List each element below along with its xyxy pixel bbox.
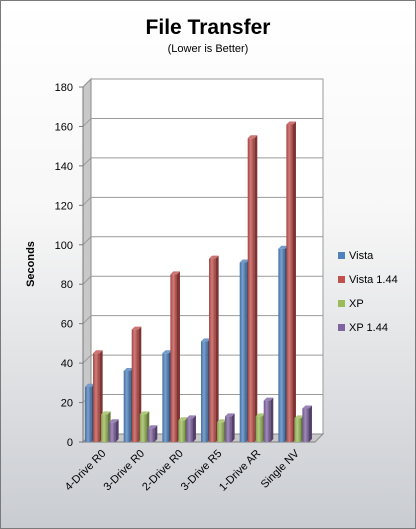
gridline-side <box>82 354 92 364</box>
bar-xp-3 <box>217 422 224 442</box>
bar-top <box>278 245 288 249</box>
bar-side <box>115 419 119 442</box>
bar-xp-1-44-0 <box>109 422 116 442</box>
y-tick-label: 40 <box>61 358 73 370</box>
bar-vista-2 <box>162 353 169 442</box>
x-tick-label: Single NV <box>259 447 303 491</box>
bar-vista-1-44-1 <box>131 329 139 442</box>
x-tick-label: 4-Drive R0 <box>63 448 109 494</box>
bar-top <box>255 413 266 417</box>
gridline-side <box>82 157 92 167</box>
bar-top <box>247 135 258 139</box>
bar-top <box>186 415 196 419</box>
gridline-side <box>82 315 92 325</box>
legend-label: XP <box>349 298 364 310</box>
gridline-side <box>82 236 92 246</box>
bar-side <box>231 413 235 442</box>
bar-xp-1-44-5 <box>302 408 309 442</box>
bar-top <box>217 419 227 423</box>
bar-xp-1-44-4 <box>263 400 271 442</box>
bar-top <box>101 411 111 415</box>
bar-xp-0 <box>101 414 108 442</box>
bar-top <box>302 405 312 409</box>
bar-top <box>147 425 158 429</box>
bar-top <box>85 383 95 387</box>
y-tick-label: 0 <box>67 437 73 449</box>
bar-side <box>176 271 180 442</box>
bar-top <box>170 271 180 275</box>
bar-xp-1-44-1 <box>147 428 155 442</box>
y-tick-label: 80 <box>61 279 73 291</box>
legend-label: Vista <box>349 250 374 262</box>
bar-vista-4 <box>239 262 247 442</box>
y-tick-label: 160 <box>55 121 73 133</box>
bar-xp-2 <box>178 420 185 442</box>
bar-top <box>109 419 119 423</box>
y-tick-label: 60 <box>61 319 73 331</box>
bar-top <box>294 415 304 419</box>
chart-title: File Transfer <box>146 16 271 39</box>
bar-xp-1-44-3 <box>225 416 232 442</box>
x-tick-label: 2-Drive R0 <box>140 448 186 494</box>
gridline-side <box>82 275 92 285</box>
bar-side <box>270 397 274 442</box>
bar-top <box>178 417 188 421</box>
bar-vista-1-44-4 <box>247 138 255 442</box>
bar-side <box>138 326 142 442</box>
legend-label: XP 1.44 <box>349 322 388 334</box>
bar-side <box>154 425 158 442</box>
bar-xp-4 <box>255 416 263 442</box>
bar-side <box>292 121 296 442</box>
gridline-side <box>82 196 92 206</box>
bar-top <box>263 397 274 401</box>
legend-swatch <box>338 300 345 307</box>
bar-top <box>131 326 142 330</box>
bar-xp-1 <box>139 414 147 442</box>
y-tick-label: 20 <box>61 398 73 410</box>
bar-vista-1-44-3 <box>209 258 216 442</box>
bar-xp-5 <box>294 418 301 442</box>
bar-top <box>239 259 250 263</box>
legend-swatch <box>338 324 345 331</box>
bar-top <box>286 121 296 125</box>
bar-vista-5 <box>278 248 285 442</box>
bar-top <box>123 368 134 371</box>
gridline-side <box>82 118 92 127</box>
bar-top <box>225 413 235 417</box>
y-tick-label: 100 <box>55 240 73 252</box>
bar-vista-1-44-5 <box>286 124 293 442</box>
y-tick-label: 120 <box>55 200 73 212</box>
y-tick-label: 180 <box>55 82 73 94</box>
bar-top <box>139 411 150 415</box>
bar-side <box>215 255 219 442</box>
bar-top <box>209 255 219 259</box>
legend-label: Vista 1.44 <box>349 274 398 286</box>
y-axis-label: Seconds <box>25 241 37 287</box>
bar-xp-1-44-2 <box>186 418 193 442</box>
chart-subtitle: (Lower is Better) <box>168 43 249 55</box>
bar-side <box>254 135 258 442</box>
bar-top <box>201 338 211 342</box>
bar-vista-1 <box>123 371 131 442</box>
legend-swatch <box>338 276 345 283</box>
gridline-side <box>82 78 92 88</box>
x-tick-label: 3-Drive R0 <box>101 448 147 494</box>
bar-vista-1-44-2 <box>170 274 177 442</box>
y-tick-label: 140 <box>55 161 73 173</box>
bar-vista-1-44-0 <box>93 353 100 442</box>
bar-top <box>93 350 103 354</box>
legend-swatch <box>338 252 345 259</box>
bar-vista-0 <box>85 386 92 442</box>
bar-side <box>192 415 196 442</box>
bar-side <box>308 405 312 442</box>
bar-top <box>162 350 172 354</box>
bar-vista-3 <box>201 341 208 442</box>
x-tick-label: 1-Drive AR <box>217 448 263 494</box>
